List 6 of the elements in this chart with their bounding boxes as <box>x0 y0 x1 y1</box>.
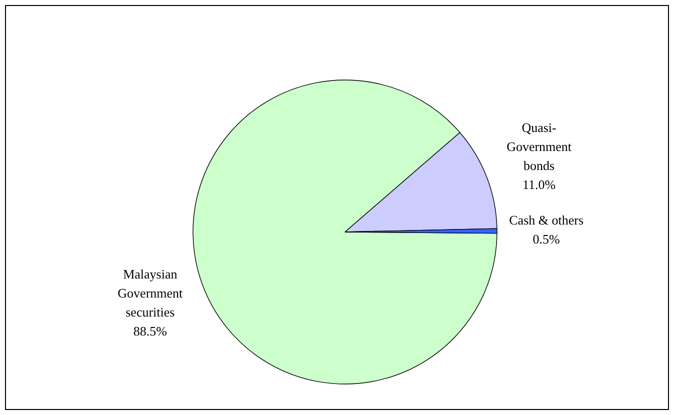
slice-label: Quasi-Government bonds <box>506 120 572 174</box>
data-label: 88.5% <box>133 324 168 339</box>
data-label: 0.5% <box>532 232 560 247</box>
data-label: 11.0% <box>522 177 556 192</box>
slice-label: Cash & others <box>509 212 584 228</box>
slice-label: Malaysian Government securities <box>118 266 184 320</box>
